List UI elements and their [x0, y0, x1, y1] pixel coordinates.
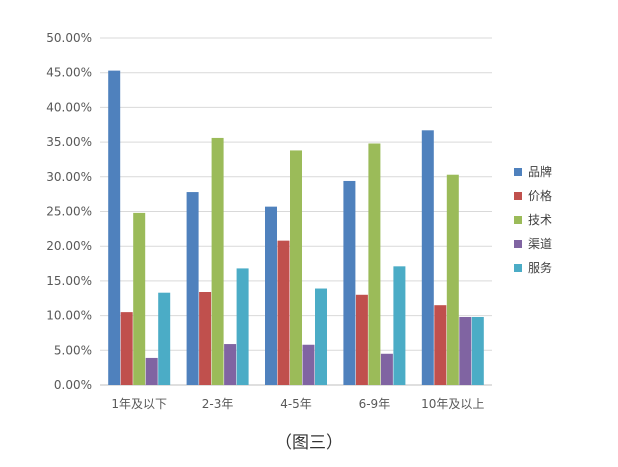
bar: [236, 268, 249, 385]
bar: [224, 344, 237, 385]
legend-swatch: [514, 168, 522, 176]
bar: [211, 137, 224, 385]
y-tick-label: 25.00%: [46, 205, 92, 219]
legend-swatch: [514, 240, 522, 248]
bar: [459, 316, 472, 385]
bar: [145, 357, 158, 385]
legend-swatch: [514, 192, 522, 200]
bar: [368, 143, 381, 385]
y-tick-label: 20.00%: [46, 239, 92, 253]
y-tick-label: 30.00%: [46, 170, 92, 184]
figure-caption: （图三）: [275, 433, 343, 453]
legend-swatch: [514, 264, 522, 272]
bar: [199, 292, 212, 385]
y-tick-label: 40.00%: [46, 100, 92, 114]
bar: [343, 180, 356, 385]
bar: [120, 312, 133, 385]
bar: [290, 150, 302, 385]
legend-label: 技术: [528, 213, 552, 227]
legend-label: 服务: [528, 260, 552, 275]
legend-swatch: [514, 216, 522, 224]
x-axis-ticks: 1年及以下 2-3年 4-5年 6-9年 10年及以上: [111, 397, 484, 411]
legend-label: 品牌: [528, 165, 552, 179]
legend-label: 渠道: [528, 237, 552, 251]
bar: [108, 70, 121, 386]
x-tick-label: 1年及以下: [111, 397, 167, 411]
bar: [315, 288, 327, 385]
bar: [277, 240, 290, 385]
x-tick-label: 10年及以上: [421, 397, 484, 411]
bar: [471, 316, 484, 385]
bar: [355, 294, 368, 385]
bar: [421, 130, 434, 385]
x-tick-label: 4-5年: [280, 397, 312, 411]
y-tick-label: 15.00%: [46, 274, 92, 288]
bar: [186, 192, 199, 385]
y-tick-label: 50.00%: [46, 31, 92, 45]
x-tick-label: 6-9年: [359, 397, 391, 411]
bar: [158, 292, 171, 385]
y-axis-ticks: 0.00% 5.00% 10.00% 15.00% 20.00% 25.00% 30.00%…: [46, 31, 92, 392]
y-tick-label: 5.00%: [54, 343, 92, 357]
bar: [133, 212, 146, 385]
bar: [434, 305, 447, 385]
bar: [393, 266, 406, 385]
x-tick-label: 2-3年: [202, 397, 234, 411]
bar: [380, 353, 393, 385]
y-tick-label: 35.00%: [46, 135, 92, 149]
y-tick-label: 10.00%: [46, 309, 92, 323]
bars: [108, 70, 484, 386]
bar: [265, 206, 277, 385]
bar: [302, 344, 315, 385]
bar: [446, 174, 459, 385]
y-tick-label: 0.00%: [54, 378, 92, 392]
legend-label: 价格: [528, 188, 552, 203]
y-tick-label: 45.00%: [46, 66, 92, 80]
